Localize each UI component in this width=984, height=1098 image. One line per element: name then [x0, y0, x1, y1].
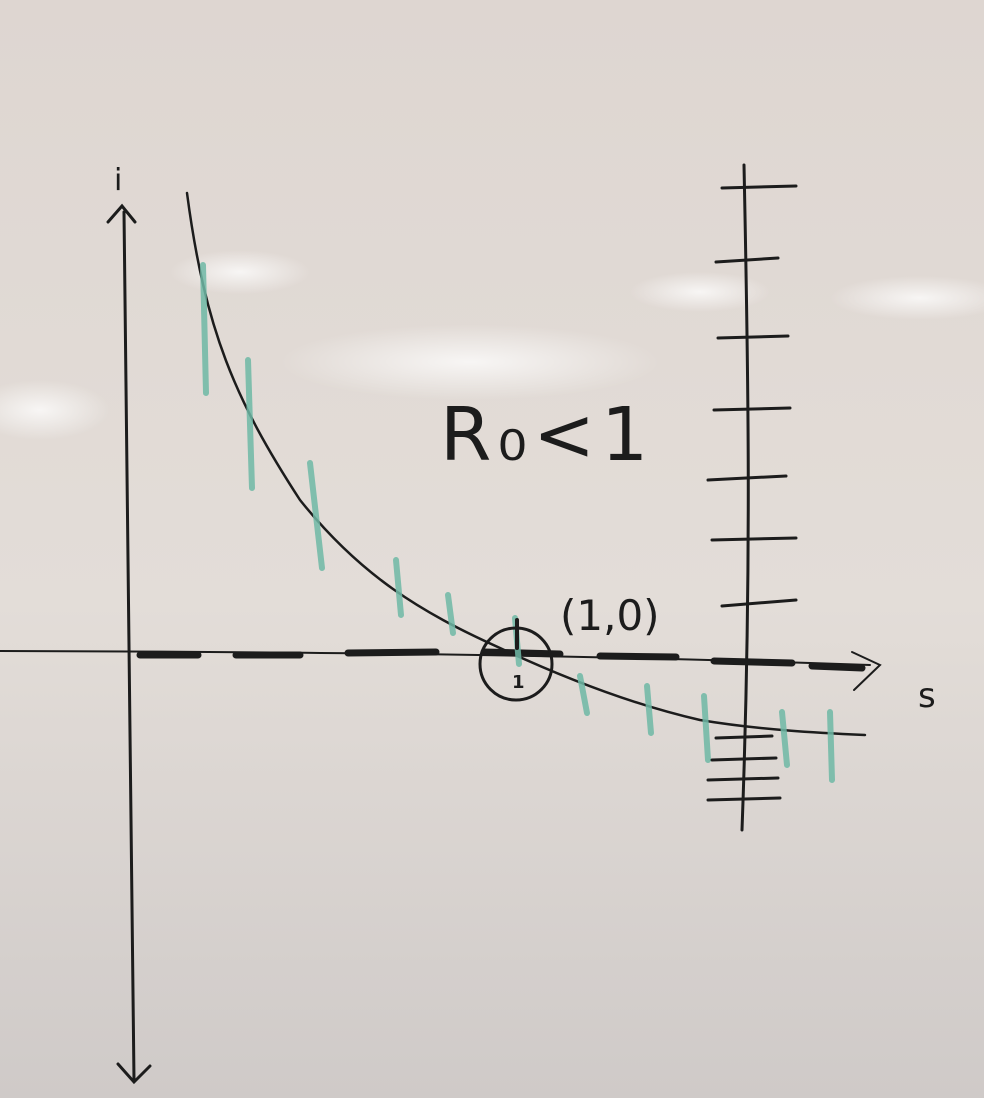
equilibrium-point-label: (1,0) — [560, 591, 660, 640]
tick-scale — [706, 163, 798, 832]
light-reflection — [280, 324, 660, 400]
i-axis-label: i — [114, 163, 122, 198]
s-one-tick-label: 1 — [512, 672, 525, 693]
light-reflection — [630, 272, 770, 312]
arrow-right-icon — [851, 651, 882, 691]
r0-condition-label: R₀<1 — [440, 392, 654, 478]
i-axis — [106, 203, 152, 1085]
arrow-down-icon — [116, 1062, 152, 1085]
arrow-up-icon — [106, 203, 137, 224]
trajectory-curve — [185, 191, 867, 737]
light-reflection — [0, 380, 110, 440]
light-reflection — [170, 250, 310, 294]
light-reflection — [830, 276, 984, 320]
dashed-s-axis-line — [136, 648, 866, 672]
s-axis-label: s — [918, 676, 936, 716]
